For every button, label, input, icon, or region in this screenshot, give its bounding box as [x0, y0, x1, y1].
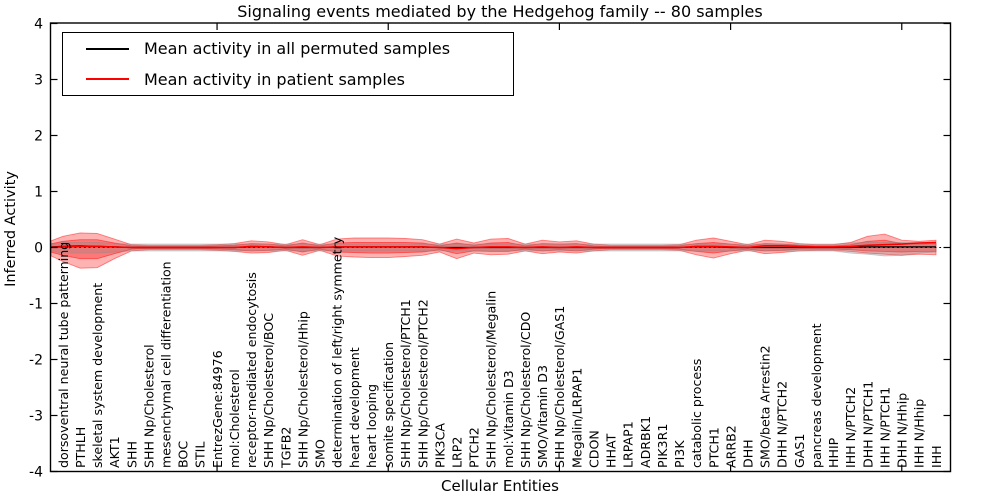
x-entity-label: heart looping	[364, 384, 379, 468]
x-entity-label: TGFB2	[278, 427, 293, 469]
y-tick-label: 2	[34, 129, 43, 145]
legend-box: Mean activity in all permuted samples Me…	[62, 32, 514, 96]
y-tick-label: 4	[34, 17, 43, 33]
x-axis-label: Cellular Entities	[441, 477, 559, 495]
x-entity-label: SHH	[124, 441, 139, 468]
x-entity-label: DHH N/PTCH2	[775, 381, 790, 468]
x-entity-label: PTCH2	[467, 427, 482, 468]
x-entity-label: SHH Np/Cholesterol	[141, 344, 156, 468]
x-entity-label: IHH N/PTCH1	[877, 387, 892, 468]
x-entity-label: SHH Np/Cholesterol/BOC	[261, 313, 276, 468]
y-tick-label: -1	[29, 297, 43, 313]
x-entity-label: catabolic process	[689, 359, 704, 468]
chart-title: Signaling events mediated by the Hedgeho…	[237, 2, 763, 21]
x-entity-label: AKT1	[107, 436, 122, 468]
patient-line-swatch	[86, 78, 129, 81]
x-entity-label: receptor-mediated endocytosis	[244, 272, 259, 468]
x-entity-label: GAS1	[792, 434, 807, 468]
x-entity-label: IHH	[929, 445, 944, 468]
x-entity-label: PIK3CA	[432, 423, 447, 468]
x-entity-label: LRPAP1	[621, 421, 636, 468]
x-entity-label: PTHLH	[73, 427, 88, 468]
x-entity-label: SHH Np/Cholesterol/Hhip	[295, 311, 310, 468]
y-tick-label: 3	[34, 73, 43, 89]
x-entity-label: pancreas development	[809, 323, 824, 468]
mean-lines	[51, 241, 950, 250]
x-entity-label: dorsoventral neural tube patterning	[56, 242, 71, 468]
x-entity-label: SHH Np/Cholesterol/Megalin	[484, 291, 499, 468]
x-entity-label: BOC	[176, 441, 191, 468]
axes-frame	[49, 22, 952, 473]
x-entity-label: Megalin/LRPAP1	[569, 368, 584, 468]
patient-mean-line	[51, 241, 937, 250]
x-entity-label: determination of left/right symmetry	[330, 236, 345, 468]
x-entity-label: PIK3R1	[655, 424, 670, 468]
envelope-bands	[50, 232, 937, 269]
legend-entry-patient: Mean activity in patient samples	[63, 64, 513, 94]
legend-label-permuted: Mean activity in all permuted samples	[144, 39, 451, 59]
x-entity-label: skeletal system development	[90, 283, 105, 468]
legend-label-patient: Mean activity in patient samples	[144, 69, 405, 89]
x-entity-label: mesenchymal cell differentiation	[159, 261, 174, 468]
x-entity-label: ARRB2	[723, 425, 738, 468]
y-tick-label: -4	[29, 465, 43, 481]
x-entity-label: SMO	[313, 439, 328, 468]
y-tick-label: -3	[29, 409, 43, 425]
x-entity-label: EntrezGene:84976	[210, 350, 225, 468]
x-entity-label: STIL	[193, 442, 208, 468]
x-entity-label: somite specification	[381, 342, 396, 468]
x-entity-label: SHH Np/Cholesterol/CDO	[518, 312, 533, 468]
x-entity-label: PTCH1	[706, 427, 721, 468]
patient-envelope-outer-	[50, 232, 937, 269]
x-entity-label: LRP2	[450, 437, 465, 468]
x-entity-label: SMO/Vitamin D3	[535, 365, 550, 468]
x-entity-label: SHH Np/Cholesterol/PTCH2	[415, 299, 430, 468]
x-entity-labels: dorsoventral neural tube patterning PTHLH…	[56, 236, 944, 469]
legend-entry-permuted: Mean activity in all permuted samples	[63, 34, 513, 64]
y-tick-label: 0	[34, 241, 43, 257]
x-entity-label: DHH N/Hhip	[895, 393, 910, 468]
x-entity-label: IHH N/PTCH2	[843, 387, 858, 468]
x-entity-label: CDON	[586, 430, 601, 468]
x-entity-label: mol:Cholesterol	[227, 369, 242, 468]
x-entity-label: heart development	[347, 347, 362, 468]
y-tick-labels: 4 3 2 1 0 -1 -2 -3 -4	[29, 17, 43, 481]
permuted-line-swatch	[86, 47, 129, 50]
x-entity-label: ADRBK1	[638, 416, 653, 468]
y-tick-label: 1	[34, 185, 43, 201]
x-entity-label: mol:Vitamin D3	[501, 370, 516, 468]
x-entity-label: SHH Np/Cholesterol/PTCH1	[398, 299, 413, 468]
x-entity-label: DHH N/PTCH1	[860, 381, 875, 468]
y-tick-label: -2	[29, 353, 43, 369]
x-entity-label: DHH	[741, 439, 756, 468]
x-entity-label: IHH N/Hhip	[912, 399, 927, 468]
patient-envelope-inner-	[50, 239, 937, 260]
x-entity-label: HHAT	[604, 433, 619, 468]
x-entity-label: PI3K	[672, 440, 687, 468]
x-entity-label: SMO/beta Arrestin2	[758, 345, 773, 468]
x-entity-label: HHIP	[826, 437, 841, 468]
x-entity-label: SHH Np/Cholesterol/GAS1	[552, 306, 567, 468]
